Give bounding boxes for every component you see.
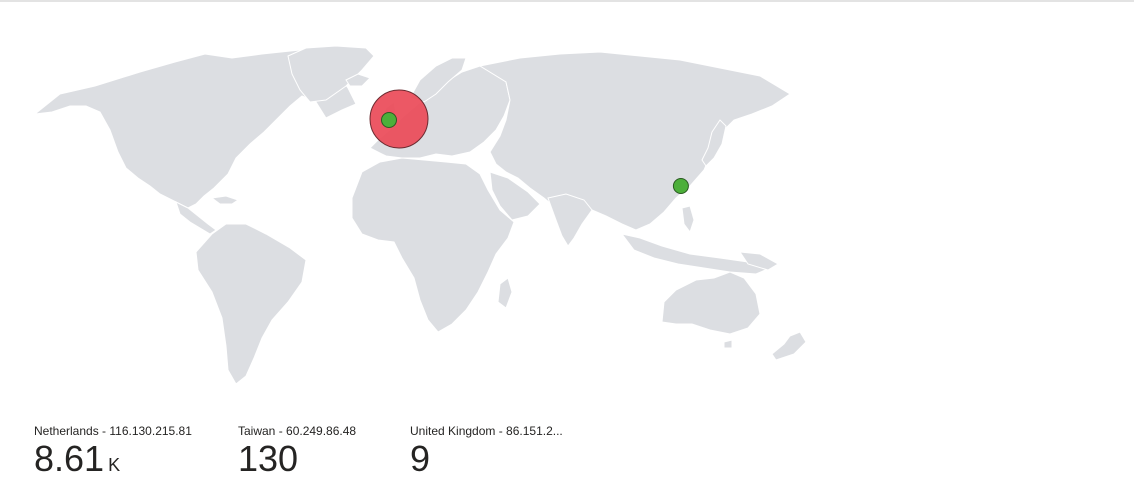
land-central-america — [175, 201, 217, 235]
world-map[interactable] — [0, 2, 1134, 412]
map-markers — [369, 89, 689, 194]
map-marker-taiwan-small[interactable] — [672, 178, 689, 194]
stat-value: 130 — [238, 440, 356, 478]
stat-label: Taiwan - 60.249.86.48 — [238, 424, 357, 438]
land-tasmania — [723, 339, 733, 349]
land-scandinavia — [409, 57, 467, 103]
land-madagascar — [497, 277, 513, 309]
stats-row: Netherlands - 116.130.215.81 8.61 K Taiwa… — [0, 424, 1134, 484]
top-border — [0, 0, 1134, 2]
stat-card-netherlands[interactable]: Netherlands - 116.130.215.81 8.61 K — [34, 424, 192, 484]
stat-unit: K — [108, 455, 121, 475]
land-masses — [33, 45, 807, 385]
land-india — [547, 193, 593, 247]
land-philippines — [681, 205, 695, 234]
land-iceland — [345, 73, 371, 87]
stat-card-taiwan[interactable]: Taiwan - 60.249.86.48 130 — [238, 424, 356, 478]
map-marker-netherlands-small[interactable] — [381, 112, 397, 128]
land-australia — [661, 271, 761, 335]
land-new-zealand — [771, 331, 807, 361]
world-map-svg — [33, 45, 807, 385]
land-caribbean — [210, 195, 240, 205]
stat-label: United Kingdom - 86.151.2... — [410, 424, 563, 438]
land-japan — [701, 119, 727, 167]
land-indonesia — [620, 233, 772, 275]
stat-number: 130 — [238, 438, 299, 479]
land-asia — [478, 51, 791, 231]
stat-value: 8.61 K — [34, 440, 192, 484]
stat-card-united-kingdom[interactable]: United Kingdom - 86.151.2... 9 — [410, 424, 563, 478]
stat-label: Netherlands - 116.130.215.81 — [34, 424, 192, 438]
map-marker-netherlands-large[interactable] — [369, 89, 429, 149]
land-south-america — [195, 223, 307, 385]
land-papua — [738, 251, 779, 271]
land-africa — [351, 157, 515, 333]
stat-number: 8.61 — [34, 438, 105, 479]
stat-number: 9 — [410, 438, 431, 479]
stat-value: 9 — [410, 440, 563, 478]
land-arabia — [489, 171, 541, 221]
land-north-america — [33, 49, 357, 209]
